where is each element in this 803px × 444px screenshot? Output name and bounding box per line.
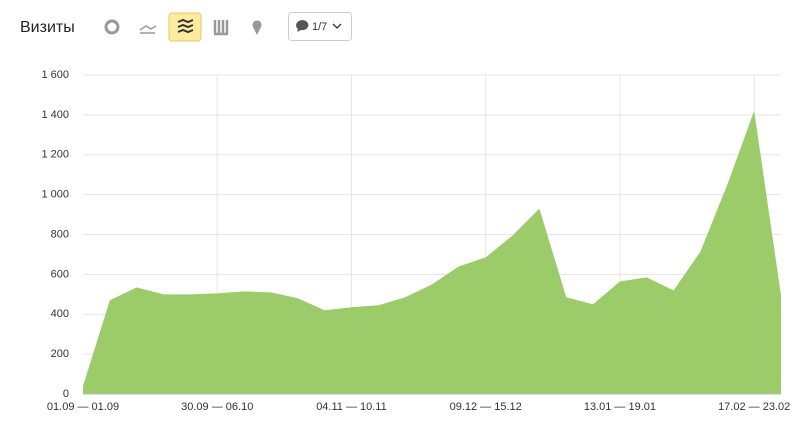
y-tick-label: 400 bbox=[51, 308, 69, 320]
area-icon bbox=[177, 18, 194, 34]
x-tick-label: 01.09 — 01.09 bbox=[47, 401, 119, 413]
line-icon[interactable] bbox=[139, 25, 157, 34]
comment-icon bbox=[296, 20, 309, 32]
y-tick-label: 0 bbox=[63, 388, 69, 400]
y-tick-label: 1 600 bbox=[41, 69, 69, 81]
x-tick-label: 17.02 — 23.02 bbox=[718, 401, 790, 413]
map-icon[interactable] bbox=[252, 20, 262, 35]
comments-count: 1/7 bbox=[312, 21, 327, 33]
y-tick-label: 600 bbox=[51, 268, 69, 280]
y-tick-label: 1 200 bbox=[41, 149, 69, 161]
y-tick-label: 200 bbox=[51, 348, 69, 360]
comments-button[interactable]: 1/7 bbox=[288, 12, 352, 41]
chevron bbox=[332, 23, 342, 29]
area bbox=[83, 110, 781, 394]
x-tick-label: 09.12 — 15.12 bbox=[450, 401, 522, 413]
y-tick-label: 1 000 bbox=[41, 189, 69, 201]
x-tick-label: 13.01 — 19.01 bbox=[584, 401, 656, 413]
pie-icon[interactable] bbox=[104, 19, 120, 35]
chart-title: Визиты bbox=[20, 19, 75, 36]
y-tick-label: 800 bbox=[51, 228, 69, 240]
y-tick-label: 1 400 bbox=[41, 109, 69, 121]
x-tick-label: 30.09 — 06.10 bbox=[181, 401, 253, 413]
bar-icon[interactable] bbox=[213, 20, 229, 36]
button-frame[interactable] bbox=[288, 12, 352, 41]
area-icon-active[interactable] bbox=[168, 12, 202, 42]
toolbar-icons[interactable] bbox=[104, 12, 262, 42]
x-tick-label: 04.11 — 10.11 bbox=[316, 401, 387, 413]
